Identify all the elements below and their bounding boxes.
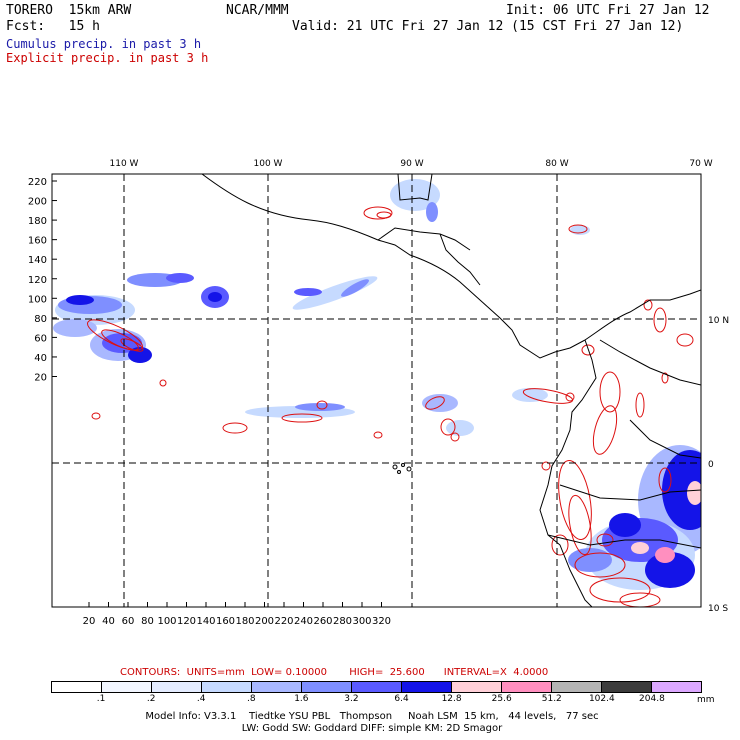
cumulus-precip [53, 179, 701, 590]
model-name: TORERO 15km ARW [6, 3, 132, 18]
lon-label: 80 W [545, 159, 568, 169]
y-tick-label: 100 [28, 294, 47, 305]
y-tick-label: 220 [28, 177, 47, 188]
legend-swatch [452, 682, 502, 692]
y-tick-label: 140 [28, 255, 47, 266]
legend-label: 6.4 [394, 694, 409, 704]
coastlines [201, 174, 701, 607]
legend-label: .8 [247, 694, 256, 704]
field-explicit-title: Explicit precip. in past 3 h [6, 51, 209, 65]
legend-label: 204.8 [639, 694, 665, 704]
x-tick-label: 280 [333, 616, 352, 627]
lon-label: 100 W [254, 159, 283, 169]
org-name: NCAR/MMM [226, 3, 289, 18]
legend-label: 3.2 [344, 694, 359, 704]
y-tick-label: 40 [34, 353, 47, 364]
x-tick-label: 40 [102, 616, 115, 627]
x-tick-label: 200 [255, 616, 274, 627]
x-tick-label: 80 [141, 616, 154, 627]
lat-label: 10 N [708, 316, 729, 326]
legend-swatch [652, 682, 701, 692]
y-tick-label: 200 [28, 197, 47, 208]
y-tick-label: 20 [34, 373, 47, 384]
legend-swatch [352, 682, 402, 692]
x-tick-label: 120 [177, 616, 196, 627]
y-axis: 220 200 180 160 140 120 100 80 60 40 20 [28, 177, 57, 384]
x-tick-label: 140 [196, 616, 215, 627]
x-tick-label: 20 [83, 616, 96, 627]
latitude-labels: 10 N 0 10 S [708, 316, 729, 614]
lon-label: 110 W [110, 159, 139, 169]
x-tick-label: 320 [372, 616, 391, 627]
model-info: Model Info: V3.3.1 Tiedtke YSU PBL Thomp… [145, 711, 599, 734]
x-tick-label: 300 [352, 616, 371, 627]
legend-swatch [52, 682, 102, 692]
x-axis: 20 40 60 80 100 120 140 160 180 200 220 240 260 280 30… [83, 602, 391, 627]
legend-swatch [552, 682, 602, 692]
legend-unit: mm [697, 695, 715, 705]
precip-fields [52, 174, 701, 607]
lat-label: 10 S [708, 604, 728, 614]
map-frame [51, 173, 702, 608]
lon-label: 70 W [689, 159, 712, 169]
init-time: Init: 06 UTC Fri 27 Jan 12 [506, 3, 710, 18]
legend-label: .2 [146, 694, 156, 704]
legend-swatch [602, 682, 652, 692]
x-tick-label: 180 [235, 616, 254, 627]
y-tick-label: 60 [34, 333, 47, 344]
legend-label: 51.2 [541, 694, 562, 704]
longitude-labels: 110 W 100 W 90 W 80 W 70 W [110, 159, 713, 169]
legend-swatch [302, 682, 352, 692]
y-tick-label: 160 [28, 236, 47, 247]
valid-time: Valid: 21 UTC Fri 27 Jan 12 (15 CST Fri … [292, 19, 684, 34]
x-tick-label: 260 [313, 616, 332, 627]
color-legend [51, 681, 702, 693]
legend-swatch [402, 682, 452, 692]
y-tick-label: 180 [28, 216, 47, 227]
explicit-precip-contours [87, 206, 694, 607]
legend-swatch [502, 682, 552, 692]
lon-label: 90 W [400, 159, 423, 169]
legend-label: 102.4 [588, 694, 615, 704]
y-tick-label: 120 [28, 275, 47, 286]
legend-label: 12.8 [441, 694, 462, 704]
x-tick-label: 160 [216, 616, 235, 627]
field-cumulus-title: Cumulus precip. in past 3 h [6, 37, 202, 51]
legend-labels: .1 .2 .4 .8 1.6 3.2 6.4 12.8 25.6 51.2 102.4 204.8 [51, 694, 702, 706]
contour-info: CONTOURS: UNITS=mm LOW= 0.10000 HIGH= 25… [120, 667, 549, 678]
forecast-hour: Fcst: 15 h [6, 19, 100, 34]
graticule [52, 174, 701, 607]
legend-label: .1 [96, 694, 106, 704]
y-tick-label: 80 [34, 314, 47, 325]
x-tick-label: 220 [274, 616, 293, 627]
x-tick-label: 100 [157, 616, 176, 627]
legend-swatch [202, 682, 252, 692]
x-tick-label: 240 [294, 616, 313, 627]
legend-swatch [152, 682, 202, 692]
legend-label: 25.6 [491, 694, 512, 704]
legend-label: .4 [196, 694, 206, 704]
legend-swatch [252, 682, 302, 692]
lat-label: 0 [708, 460, 714, 470]
legend-swatch [102, 682, 152, 692]
legend-label: 1.6 [294, 694, 309, 704]
x-tick-label: 60 [122, 616, 135, 627]
